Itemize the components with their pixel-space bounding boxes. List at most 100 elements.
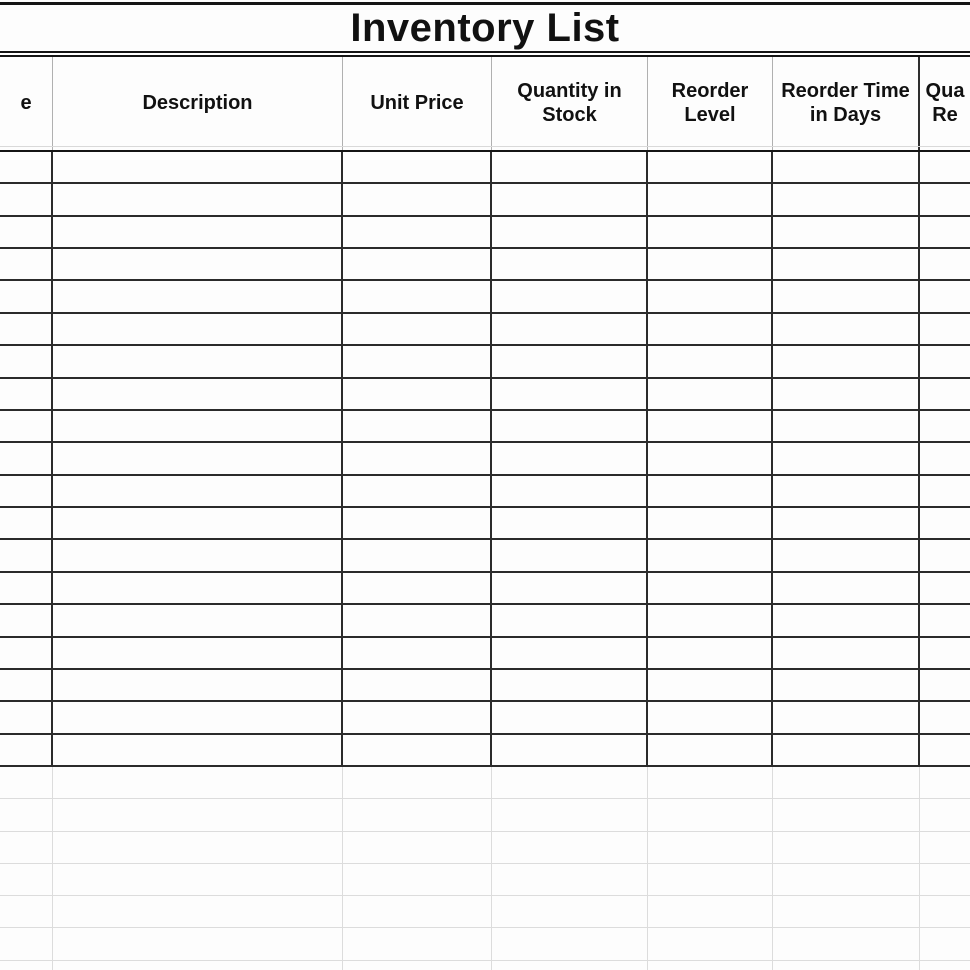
cell-r7-c3[interactable] bbox=[343, 346, 492, 379]
cell-r16-c3[interactable] bbox=[343, 637, 492, 670]
cell-r4-c2[interactable] bbox=[53, 249, 343, 282]
cell-r15-c6[interactable] bbox=[773, 605, 920, 638]
cell-r2-c7[interactable] bbox=[920, 184, 970, 217]
cell-r10-c7[interactable] bbox=[920, 443, 970, 476]
cell-r12-c2[interactable] bbox=[53, 508, 343, 541]
cell-r11-c1[interactable] bbox=[0, 475, 53, 509]
cell-r10-c3[interactable] bbox=[343, 443, 492, 476]
ghost-cell-r6-c5[interactable] bbox=[648, 928, 773, 961]
cell-r14-c1[interactable] bbox=[0, 572, 53, 606]
cell-r7-c1[interactable] bbox=[0, 346, 53, 379]
ghost-cell-r4-c3[interactable] bbox=[343, 863, 492, 897]
cell-r12-c6[interactable] bbox=[773, 508, 920, 541]
cell-r19-c6[interactable] bbox=[773, 734, 920, 767]
cell-r17-c4[interactable] bbox=[492, 669, 648, 703]
cell-r1-c3[interactable] bbox=[343, 152, 492, 185]
cell-r15-c1[interactable] bbox=[0, 605, 53, 638]
cell-r11-c6[interactable] bbox=[773, 475, 920, 509]
ghost-cell-r6-c4[interactable] bbox=[492, 928, 648, 961]
ghost-cell-r4-c6[interactable] bbox=[773, 863, 920, 897]
ghost-cell-r3-c7[interactable] bbox=[920, 832, 970, 864]
column-header-3[interactable]: Unit Price bbox=[343, 57, 492, 150]
cell-r4-c1[interactable] bbox=[0, 249, 53, 282]
cell-r14-c4[interactable] bbox=[492, 572, 648, 606]
cell-r8-c6[interactable] bbox=[773, 378, 920, 411]
ghost-cell-r7-c3[interactable] bbox=[343, 960, 492, 970]
cell-r11-c5[interactable] bbox=[648, 475, 773, 509]
cell-r10-c6[interactable] bbox=[773, 443, 920, 476]
cell-r13-c1[interactable] bbox=[0, 540, 53, 573]
cell-r18-c3[interactable] bbox=[343, 702, 492, 735]
cell-r17-c1[interactable] bbox=[0, 669, 53, 703]
ghost-cell-r7-c2[interactable] bbox=[53, 960, 343, 970]
ghost-cell-r5-c3[interactable] bbox=[343, 896, 492, 929]
cell-r7-c6[interactable] bbox=[773, 346, 920, 379]
ghost-cell-r3-c3[interactable] bbox=[343, 831, 492, 864]
ghost-cell-r5-c6[interactable] bbox=[773, 896, 920, 929]
ghost-cell-r7-c1[interactable] bbox=[0, 960, 53, 970]
cell-r10-c2[interactable] bbox=[53, 443, 343, 476]
cell-r1-c5[interactable] bbox=[648, 152, 773, 185]
cell-r15-c4[interactable] bbox=[492, 605, 648, 638]
ghost-cell-r3-c4[interactable] bbox=[492, 831, 648, 864]
column-header-4[interactable]: Quantity in Stock bbox=[492, 57, 648, 150]
cell-r14-c7[interactable] bbox=[920, 573, 970, 606]
cell-r3-c5[interactable] bbox=[648, 216, 773, 250]
cell-r17-c3[interactable] bbox=[343, 669, 492, 703]
cell-r8-c2[interactable] bbox=[53, 378, 343, 411]
cell-r18-c7[interactable] bbox=[920, 702, 970, 735]
ghost-cell-r4-c1[interactable] bbox=[0, 863, 53, 897]
cell-r13-c4[interactable] bbox=[492, 540, 648, 573]
cell-r14-c5[interactable] bbox=[648, 572, 773, 606]
cell-r5-c4[interactable] bbox=[492, 281, 648, 314]
column-header-5[interactable]: Reorder Level bbox=[648, 57, 773, 150]
cell-r11-c4[interactable] bbox=[492, 475, 648, 509]
cell-r7-c7[interactable] bbox=[920, 346, 970, 379]
cell-r5-c2[interactable] bbox=[53, 281, 343, 314]
cell-r16-c1[interactable] bbox=[0, 637, 53, 670]
cell-r6-c6[interactable] bbox=[773, 313, 920, 347]
cell-r17-c5[interactable] bbox=[648, 669, 773, 703]
cell-r3-c7[interactable] bbox=[920, 217, 970, 250]
column-header-7[interactable]: Qua Re bbox=[920, 57, 970, 150]
cell-r11-c7[interactable] bbox=[920, 476, 970, 509]
cell-r9-c4[interactable] bbox=[492, 410, 648, 444]
ghost-cell-r5-c2[interactable] bbox=[53, 896, 343, 929]
ghost-cell-r4-c7[interactable] bbox=[920, 864, 970, 897]
ghost-cell-r5-c7[interactable] bbox=[920, 896, 970, 929]
cell-r10-c4[interactable] bbox=[492, 443, 648, 476]
cell-r12-c7[interactable] bbox=[920, 508, 970, 541]
ghost-cell-r4-c4[interactable] bbox=[492, 863, 648, 897]
cell-r2-c2[interactable] bbox=[53, 184, 343, 217]
cell-r4-c7[interactable] bbox=[920, 249, 970, 282]
cell-r9-c7[interactable] bbox=[920, 411, 970, 444]
cell-r4-c6[interactable] bbox=[773, 249, 920, 282]
ghost-cell-r6-c1[interactable] bbox=[0, 928, 53, 961]
cell-r18-c1[interactable] bbox=[0, 702, 53, 735]
cell-r12-c4[interactable] bbox=[492, 508, 648, 541]
ghost-cell-r2-c6[interactable] bbox=[773, 799, 920, 832]
ghost-cell-r2-c1[interactable] bbox=[0, 799, 53, 832]
ghost-cell-r1-c4[interactable] bbox=[492, 767, 648, 800]
cell-r5-c5[interactable] bbox=[648, 281, 773, 314]
ghost-cell-r2-c2[interactable] bbox=[53, 799, 343, 832]
cell-r6-c4[interactable] bbox=[492, 313, 648, 347]
cell-r1-c2[interactable] bbox=[53, 152, 343, 185]
ghost-cell-r3-c2[interactable] bbox=[53, 831, 343, 864]
cell-r9-c1[interactable] bbox=[0, 410, 53, 444]
cell-r13-c6[interactable] bbox=[773, 540, 920, 573]
cell-r6-c3[interactable] bbox=[343, 313, 492, 347]
cell-r6-c7[interactable] bbox=[920, 314, 970, 347]
cell-r19-c4[interactable] bbox=[492, 734, 648, 767]
ghost-cell-r6-c2[interactable] bbox=[53, 928, 343, 961]
cell-r3-c2[interactable] bbox=[53, 216, 343, 250]
cell-r18-c2[interactable] bbox=[53, 702, 343, 735]
ghost-cell-r2-c5[interactable] bbox=[648, 799, 773, 832]
ghost-cell-r2-c3[interactable] bbox=[343, 799, 492, 832]
ghost-cell-r6-c7[interactable] bbox=[920, 928, 970, 961]
ghost-cell-r3-c5[interactable] bbox=[648, 831, 773, 864]
cell-r11-c2[interactable] bbox=[53, 475, 343, 509]
ghost-cell-r7-c7[interactable] bbox=[920, 961, 970, 970]
cell-r15-c5[interactable] bbox=[648, 605, 773, 638]
cell-r1-c1[interactable] bbox=[0, 152, 53, 185]
